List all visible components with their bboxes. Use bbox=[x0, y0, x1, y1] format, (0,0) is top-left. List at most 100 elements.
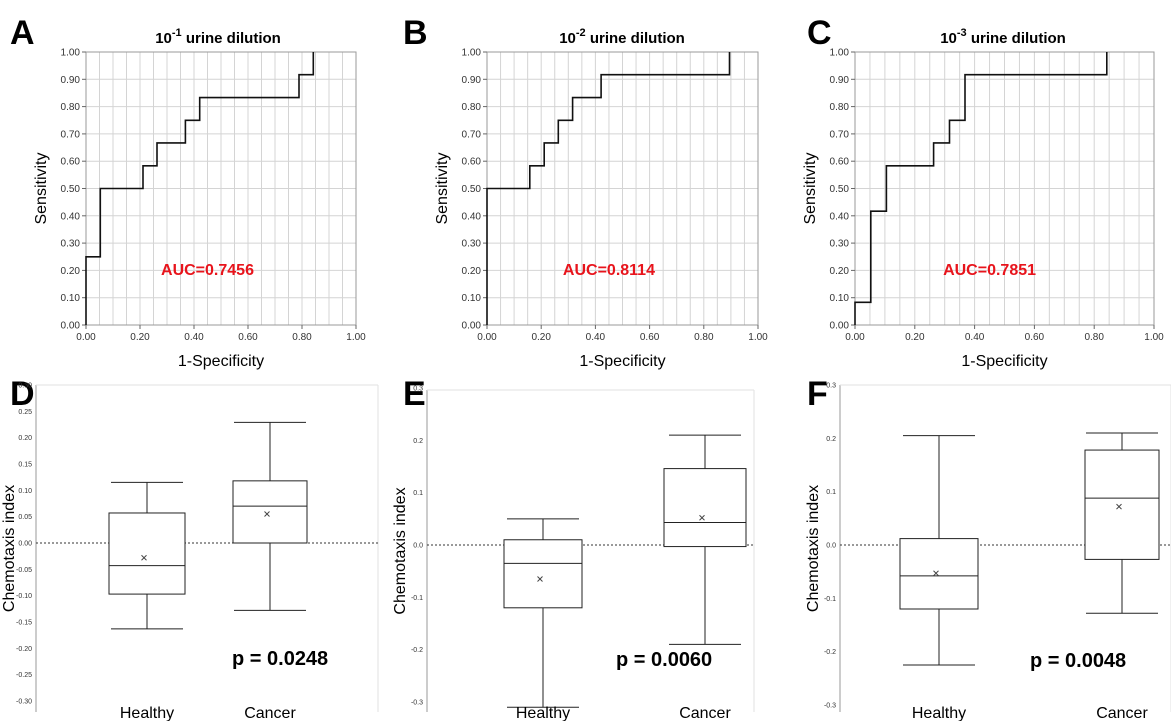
x-tick-label: 0.80 bbox=[292, 332, 312, 343]
y-tick-label: 0.70 bbox=[830, 129, 850, 140]
roc-panel-a: A 10-1 urine dilution 0.00 0.10 0.20 0.30 0.40… bbox=[10, 14, 366, 370]
x-tick-label: 1.00 bbox=[1144, 332, 1164, 343]
y-tick-label: 0.60 bbox=[830, 157, 850, 168]
x-tick-label: 0.60 bbox=[238, 332, 258, 343]
title-exponent: -2 bbox=[576, 27, 586, 39]
y-tick-label: -0.25 bbox=[16, 672, 32, 679]
title-rest: urine dilution bbox=[182, 30, 281, 47]
auc-label: AUC=0.7456 bbox=[161, 262, 254, 279]
y-tick-label: 0.20 bbox=[18, 435, 32, 442]
y-tick-label: 0.15 bbox=[18, 462, 32, 469]
y-tick-label: 1.00 bbox=[830, 48, 850, 59]
y-tick-label: 0.20 bbox=[462, 266, 482, 277]
y-tick-label: 0.90 bbox=[61, 75, 81, 86]
y-tick-label: -0.20 bbox=[16, 646, 32, 653]
x-tick-label: 0.40 bbox=[965, 332, 985, 343]
box-panel-d: D0.30 0.25 0.20 0.15 0.10 0.05 0.00 -0.05 -0.10 -… bbox=[1, 375, 379, 721]
y-tick-label: 0.40 bbox=[830, 211, 850, 222]
y-tick-label: 0.1 bbox=[826, 489, 836, 496]
iqr-box bbox=[899, 538, 979, 610]
y-tick-label: 0.80 bbox=[462, 102, 482, 113]
category-label: Cancer bbox=[679, 705, 731, 721]
x-tick-label: 0.40 bbox=[586, 332, 606, 343]
x-axis-title: 1-Specificity bbox=[579, 353, 665, 370]
iqr-box bbox=[232, 480, 308, 544]
box-healthy bbox=[108, 481, 186, 630]
x-tick-label: 0.80 bbox=[694, 332, 714, 343]
y-tick-label: -0.2 bbox=[824, 649, 836, 656]
y-tick-label: 0.10 bbox=[830, 293, 850, 304]
y-tick-label: -0.10 bbox=[16, 593, 32, 600]
x-tick-label: 0.00 bbox=[845, 332, 865, 343]
title-exponent: -3 bbox=[957, 27, 967, 39]
y-tick-label: 0.50 bbox=[830, 184, 850, 195]
x-axis-title: 1-Specificity bbox=[178, 353, 264, 370]
y-tick-label: 0.10 bbox=[18, 488, 32, 495]
title-exponent: -1 bbox=[172, 27, 182, 39]
y-tick-label: 0.20 bbox=[61, 266, 81, 277]
x-tick-label: 1.00 bbox=[748, 332, 768, 343]
roc-curve bbox=[854, 52, 1108, 325]
roc-panel-b: B 10-2 urine dilution 0.00 0.10 0.20 0.30 0.40… bbox=[403, 14, 768, 370]
x-tick-label: 0.00 bbox=[477, 332, 497, 343]
mean-marker bbox=[933, 570, 939, 577]
y-tick-label: 0.2 bbox=[826, 436, 836, 443]
title-rest: urine dilution bbox=[967, 30, 1066, 47]
y-tick-label: 0.70 bbox=[462, 129, 482, 140]
y-tick-label: 0.80 bbox=[61, 102, 81, 113]
chart-title: 10-3 urine dilution bbox=[940, 27, 1066, 47]
y-tick-label: -0.1 bbox=[411, 595, 423, 602]
panel-letter: E bbox=[403, 375, 426, 413]
x-tick-label: 0.20 bbox=[531, 332, 551, 343]
title-base: 10 bbox=[940, 30, 957, 47]
y-tick-label: 0.80 bbox=[830, 102, 850, 113]
y-axis-title: Chemotaxis index bbox=[392, 487, 409, 614]
box-cancer bbox=[232, 421, 308, 611]
y-tick-label: -0.1 bbox=[824, 596, 836, 603]
chart-title: 10-1 urine dilution bbox=[155, 27, 281, 47]
y-tick-label: 0.60 bbox=[462, 157, 482, 168]
y-axis-title: Sensitivity bbox=[802, 152, 819, 224]
iqr-box bbox=[108, 512, 186, 595]
y-tick-label: 0.05 bbox=[18, 514, 32, 521]
category-label: Healthy bbox=[912, 705, 966, 721]
panel-letter: F bbox=[807, 375, 828, 413]
y-tick-label: 0.2 bbox=[413, 438, 423, 445]
mean-marker bbox=[141, 554, 147, 561]
y-tick-label: 0.60 bbox=[61, 157, 81, 168]
y-tick-label: 0.40 bbox=[462, 211, 482, 222]
auc-label: AUC=0.7851 bbox=[943, 262, 1036, 279]
x-tick-label: 0.80 bbox=[1084, 332, 1104, 343]
mean-marker bbox=[537, 576, 543, 582]
panel-letter: A bbox=[10, 14, 35, 52]
roc-curve bbox=[85, 52, 315, 325]
p-value-label: p = 0.0248 bbox=[232, 648, 328, 670]
y-tick-label: 0.10 bbox=[61, 293, 81, 304]
auc-label: AUC=0.8114 bbox=[563, 262, 655, 279]
title-rest: urine dilution bbox=[586, 30, 685, 47]
y-axis-title: Sensitivity bbox=[434, 152, 451, 224]
y-tick-label: 0.20 bbox=[830, 266, 850, 277]
y-tick-label: -0.30 bbox=[16, 699, 32, 706]
y-tick-label: 0.30 bbox=[830, 239, 850, 250]
y-tick-label: 1.00 bbox=[462, 48, 482, 59]
roc-panel-c: C 10-3 urine dilution 0.00 0.10 0.20 0.30 0.40… bbox=[802, 14, 1164, 370]
box-cancer bbox=[663, 434, 747, 645]
title-base: 10 bbox=[559, 30, 576, 47]
panel-letter: B bbox=[403, 14, 428, 52]
mean-marker bbox=[699, 514, 705, 521]
y-tick-label: 0.90 bbox=[462, 75, 482, 86]
title-base: 10 bbox=[155, 30, 172, 47]
y-tick-label: 0.40 bbox=[61, 211, 81, 222]
y-tick-label: 1.00 bbox=[61, 48, 81, 59]
box-healthy bbox=[503, 518, 583, 708]
panel-letter: C bbox=[807, 14, 832, 52]
y-axis-title: Chemotaxis index bbox=[1, 485, 18, 612]
iqr-box bbox=[503, 539, 583, 609]
y-tick-label: 0.00 bbox=[462, 321, 482, 332]
y-tick-label: 0.0 bbox=[826, 543, 836, 550]
y-tick-label: 0.3 bbox=[826, 383, 836, 390]
y-tick-label: 0.00 bbox=[18, 541, 32, 548]
y-tick-label: 0.1 bbox=[413, 490, 423, 497]
